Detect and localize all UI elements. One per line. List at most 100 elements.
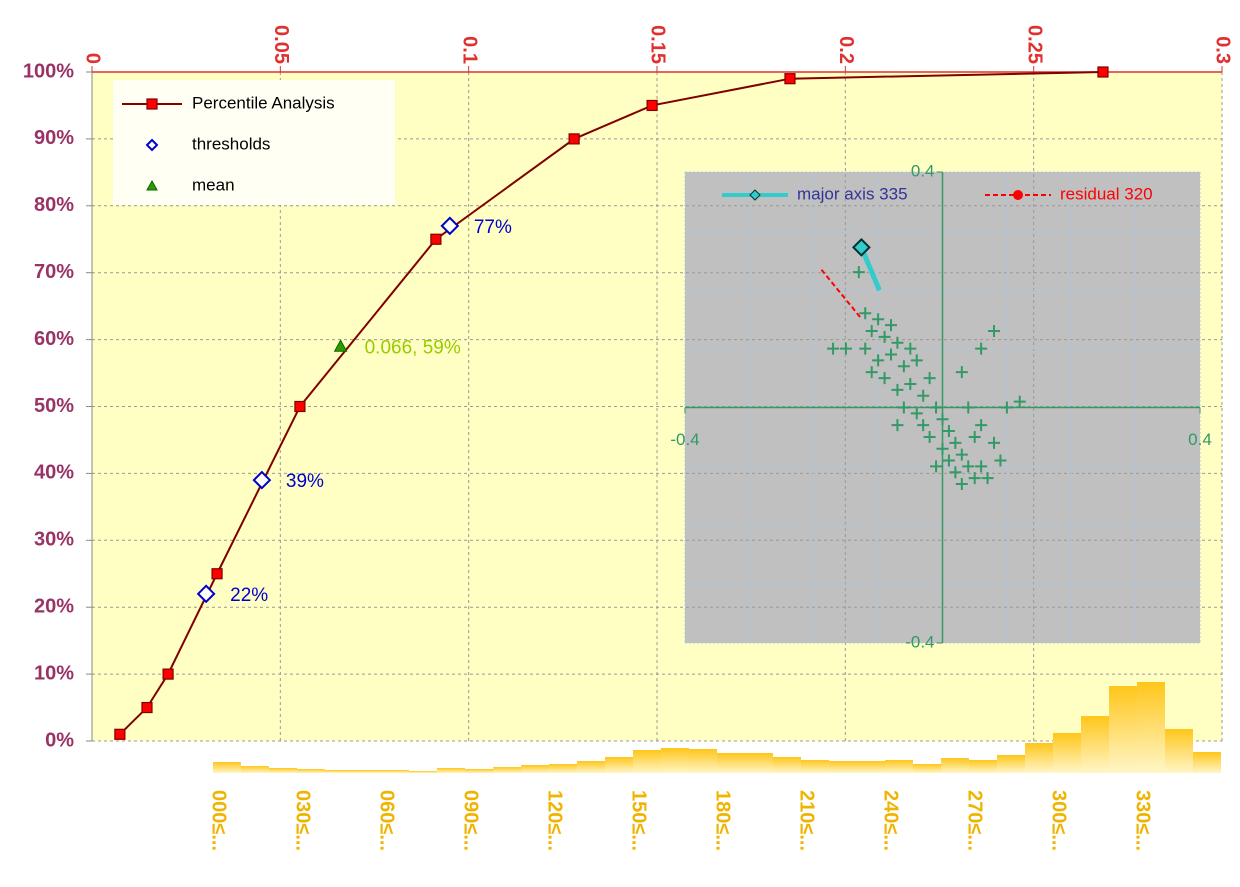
x-tick-label: 300≤... (1048, 790, 1070, 851)
point-marker (146, 98, 158, 110)
scatter-point (897, 360, 910, 373)
point-marker (196, 584, 216, 604)
bar (633, 750, 661, 773)
inset-legend-marker (1013, 190, 1023, 200)
bar (521, 765, 549, 773)
bar (941, 758, 969, 773)
inset-legend-label[interactable]: major axis 335 (797, 184, 908, 203)
x-tick-label: 240≤... (880, 790, 902, 851)
scatter-point (955, 448, 968, 461)
scatter-point (975, 342, 988, 355)
y-tick-label: 20% (34, 595, 74, 617)
legend-label[interactable]: mean (192, 175, 235, 194)
scatter-point (942, 425, 955, 438)
y-tick-label: 70% (34, 261, 74, 283)
scatter-point (981, 472, 994, 485)
x-tick-label: 090≤... (460, 790, 482, 851)
inset-x-tick-label: 0.4 (1188, 430, 1212, 449)
scatter-point (852, 266, 865, 279)
y-tick-label: 100% (23, 60, 74, 82)
bar (297, 769, 325, 773)
bar (1165, 729, 1193, 773)
scatter-point (878, 330, 891, 343)
scatter-point (859, 342, 872, 355)
scatter-point (975, 419, 988, 432)
bar (661, 748, 689, 773)
scatter-point (904, 377, 917, 390)
y-tick-label: 50% (34, 395, 74, 417)
inset-legend-label[interactable]: residual 320 (1060, 184, 1153, 203)
bar (745, 753, 773, 773)
bar (857, 761, 885, 773)
scatter-point (930, 401, 943, 414)
scatter-point (878, 372, 891, 385)
bar (549, 764, 577, 773)
bar (409, 771, 437, 773)
point-marker (211, 568, 223, 580)
bar (493, 767, 521, 773)
scatter-point (897, 401, 910, 414)
bar (213, 762, 241, 773)
inset-y-tick-label: 0.4 (911, 161, 935, 180)
scatter-point (988, 324, 1000, 337)
point-marker (294, 400, 306, 413)
scatter-point (1013, 395, 1026, 408)
bar (1025, 743, 1053, 773)
x-tick-label: 0 (82, 53, 104, 64)
point-marker (333, 339, 348, 352)
scatter-point (923, 430, 936, 443)
scatter-point (859, 307, 872, 320)
bar (801, 760, 829, 773)
inset-line (859, 246, 882, 292)
bar (1137, 682, 1165, 773)
scatter-point (962, 460, 975, 473)
scatter-point (910, 354, 923, 367)
bar (437, 768, 465, 773)
inset-y-tick-label: -0.4 (905, 632, 934, 651)
inset-x-tick-label: -0.4 (670, 430, 699, 449)
x-tick-label: 0.25 (1023, 25, 1045, 64)
x-tick-label: 000≤... (208, 790, 230, 851)
scatter-point (872, 354, 885, 367)
bar (241, 766, 269, 773)
x-tick-label: 030≤... (292, 790, 314, 851)
scatter-point (904, 342, 917, 355)
bar (969, 760, 997, 773)
scatter-point (975, 460, 988, 473)
bar (381, 770, 409, 773)
bar (269, 768, 297, 773)
point-marker (114, 728, 126, 740)
point-marker (1097, 66, 1109, 78)
scatter-point (936, 442, 949, 455)
x-tick-label: 0.3 (1212, 36, 1234, 64)
scatter-point (917, 389, 930, 402)
data-label: 77% (474, 217, 512, 238)
scatter-point (923, 372, 936, 385)
point-marker (568, 133, 580, 145)
scatter-point (872, 313, 885, 326)
series-line (119, 71, 1103, 736)
scatter-point (949, 466, 962, 479)
bar (1193, 752, 1221, 773)
scatter-point (910, 407, 923, 420)
scatter-point (917, 419, 930, 432)
scatter-point (885, 348, 897, 361)
scatter-point (994, 454, 1007, 467)
legend-label[interactable]: Percentile Analysis (192, 93, 335, 112)
scatter-point (936, 413, 949, 426)
bar (1053, 733, 1081, 773)
bar (829, 761, 857, 773)
scatter-point (827, 342, 840, 355)
scatter-point (891, 336, 904, 349)
x-tick-label: 270≤... (964, 790, 986, 851)
bar (689, 749, 717, 773)
inset-line (820, 269, 863, 320)
scatter-point (988, 436, 1000, 449)
legend-label[interactable]: thresholds (192, 134, 270, 153)
x-tick-label: 0.2 (835, 36, 857, 64)
bar (353, 770, 381, 773)
legend-box (113, 80, 395, 205)
scatter-point (930, 460, 943, 473)
bar (885, 760, 913, 773)
scatter-point (865, 366, 878, 379)
